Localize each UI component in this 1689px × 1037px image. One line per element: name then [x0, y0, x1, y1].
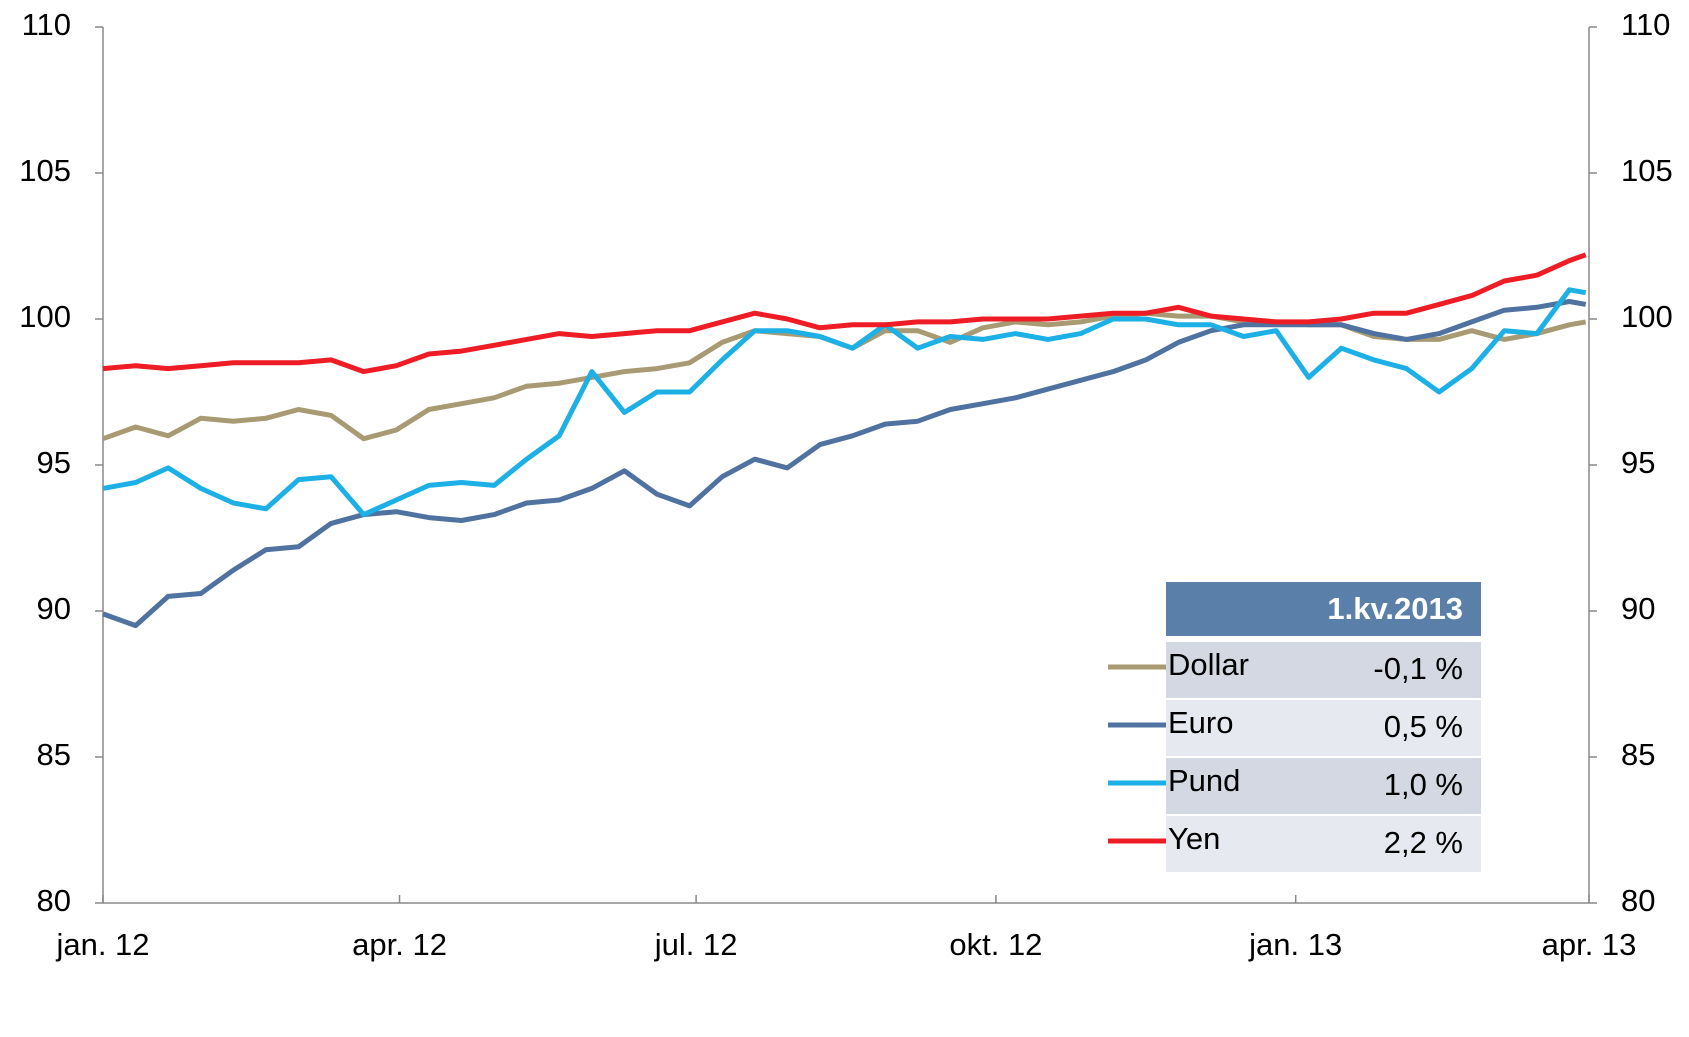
- legend-title: 1.kv.2013: [1327, 591, 1463, 626]
- legend-change: 1,0 %: [1384, 767, 1463, 802]
- legend-label: Dollar: [1168, 647, 1249, 682]
- y-tick-label: 80: [37, 883, 71, 918]
- y2-tick-label: 95: [1621, 445, 1655, 480]
- x-tick-label: jan. 12: [55, 927, 149, 962]
- legend-row-bg: [1166, 758, 1481, 814]
- x-tick-label: apr. 12: [352, 927, 447, 962]
- legend-header-bg: [1166, 582, 1481, 636]
- x-tick-label: apr. 13: [1542, 927, 1637, 962]
- y2-tick-label: 80: [1621, 883, 1655, 918]
- legend-change: -0,1 %: [1373, 651, 1463, 686]
- legend-label: Yen: [1168, 821, 1220, 856]
- y-tick-label: 100: [19, 299, 71, 334]
- y-tick-label: 95: [37, 445, 71, 480]
- legend-label: Pund: [1168, 763, 1240, 798]
- x-tick-label: okt. 12: [949, 927, 1042, 962]
- series-line: [102, 252, 1587, 375]
- y-tick-label: 85: [37, 737, 71, 772]
- y2-tick-label: 110: [1621, 7, 1670, 42]
- legend-row-bg: [1166, 700, 1481, 756]
- series-line: [102, 299, 1587, 629]
- legend-row-bg: [1166, 642, 1481, 698]
- y2-tick-label: 100: [1621, 299, 1673, 334]
- y-tick-label: 110: [22, 7, 71, 42]
- x-tick-label: jul. 12: [654, 927, 738, 962]
- y2-tick-label: 105: [1621, 153, 1673, 188]
- y-tick-label: 90: [37, 591, 71, 626]
- y2-tick-label: 85: [1621, 737, 1655, 772]
- legend-change: 0,5 %: [1384, 709, 1463, 744]
- y2-tick-label: 90: [1621, 591, 1655, 626]
- legend-label: Euro: [1168, 705, 1233, 740]
- legend-row-bg: [1166, 816, 1481, 872]
- y-tick-label: 105: [19, 153, 71, 188]
- x-tick-label: jan. 13: [1248, 927, 1342, 962]
- series-line: [102, 287, 1587, 518]
- legend-change: 2,2 %: [1384, 825, 1463, 860]
